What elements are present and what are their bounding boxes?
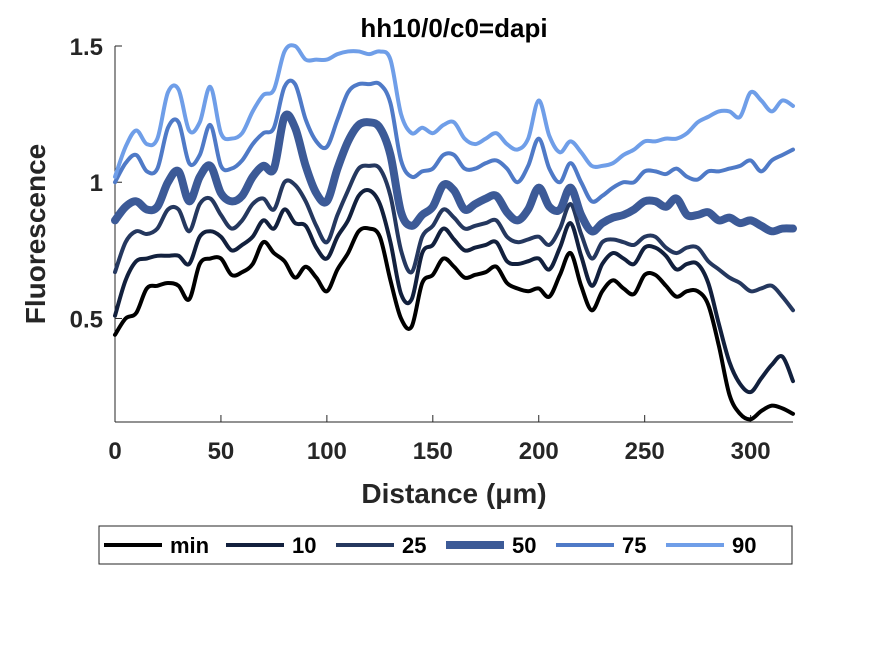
x-tick-label: 150 (413, 438, 453, 465)
series-line-75 (113, 78, 795, 204)
x-tick-label: 200 (519, 438, 559, 465)
x-tick-label: 50 (208, 438, 235, 465)
x-axis-label: Distance (μm) (361, 478, 546, 509)
legend-items: min 10 25 50 75 90 (104, 533, 756, 558)
x-tick-label: 300 (731, 438, 771, 465)
y-tick-label: 0.5 (70, 306, 103, 333)
series-lines (111, 43, 797, 422)
chart-title: hh10/0/c0=dapi (360, 13, 547, 43)
legend-label-10: 10 (292, 533, 316, 558)
legend-label-min: min (170, 533, 209, 558)
y-axis-label: Fluorescence (20, 144, 51, 325)
plot-area: 0 50 100 150 200 250 300 0.5 1 1.5 (70, 34, 797, 465)
series-line-25 (113, 163, 795, 313)
y-tick-label: 1 (90, 170, 103, 197)
legend-label-25: 25 (402, 533, 426, 558)
series-line-10 (113, 187, 795, 395)
legend-label-50: 50 (512, 533, 536, 558)
series-line-50 (111, 110, 797, 236)
legend-label-75: 75 (622, 533, 646, 558)
x-tick-label: 100 (307, 438, 347, 465)
legend-label-90: 90 (732, 533, 756, 558)
x-tick-label: 250 (625, 438, 665, 465)
series-line-90 (113, 43, 795, 179)
x-ticks: 0 50 100 150 200 250 300 (108, 415, 771, 465)
x-tick-label: 0 (108, 438, 121, 465)
series-line-min (113, 225, 795, 422)
legend: min 10 25 50 75 90 (98, 525, 793, 565)
y-ticks: 0.5 1 1.5 (70, 34, 122, 333)
y-tick-label: 1.5 (70, 34, 103, 61)
